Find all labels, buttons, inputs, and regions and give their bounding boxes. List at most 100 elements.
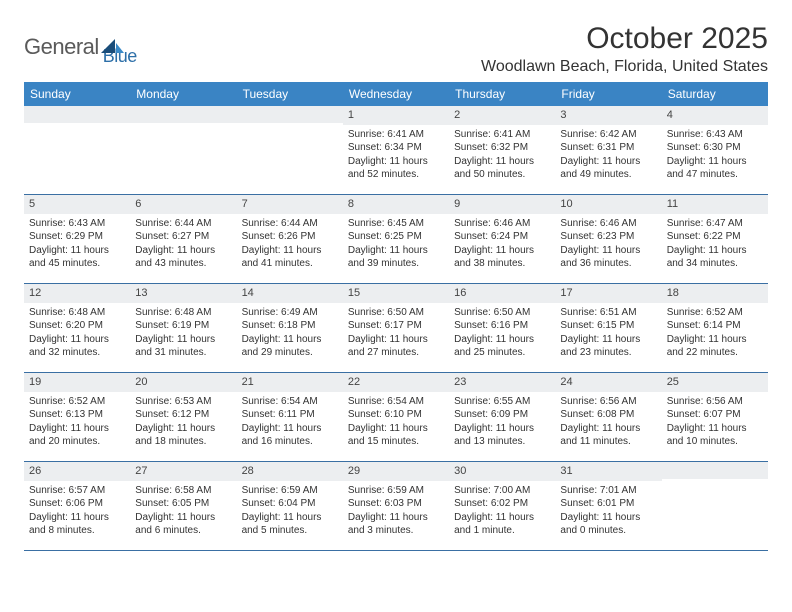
day-cell: 18Sunrise: 6:52 AMSunset: 6:14 PMDayligh… (662, 284, 768, 372)
day-line: Sunset: 6:27 PM (135, 230, 231, 244)
logo-text-general: General (24, 34, 99, 60)
day-number: 12 (24, 284, 130, 303)
day-cell: 13Sunrise: 6:48 AMSunset: 6:19 PMDayligh… (130, 284, 236, 372)
day-cell: 15Sunrise: 6:50 AMSunset: 6:17 PMDayligh… (343, 284, 449, 372)
day-cell: 3Sunrise: 6:42 AMSunset: 6:31 PMDaylight… (555, 106, 661, 194)
week-row: 12Sunrise: 6:48 AMSunset: 6:20 PMDayligh… (24, 284, 768, 373)
day-body: Sunrise: 6:46 AMSunset: 6:23 PMDaylight:… (555, 214, 661, 275)
day-body: Sunrise: 6:43 AMSunset: 6:30 PMDaylight:… (662, 125, 768, 186)
day-cell: 27Sunrise: 6:58 AMSunset: 6:05 PMDayligh… (130, 462, 236, 550)
day-line: Sunset: 6:01 PM (560, 497, 656, 511)
day-line: Sunset: 6:15 PM (560, 319, 656, 333)
day-line: Sunrise: 6:47 AM (667, 217, 763, 231)
day-line: Sunrise: 6:46 AM (560, 217, 656, 231)
day-line: Sunset: 6:32 PM (454, 141, 550, 155)
day-line: Sunrise: 6:55 AM (454, 395, 550, 409)
day-line: Daylight: 11 hours (348, 155, 444, 169)
day-line: Daylight: 11 hours (242, 511, 338, 525)
day-line: Sunrise: 6:59 AM (348, 484, 444, 498)
day-line: Sunrise: 6:50 AM (454, 306, 550, 320)
day-number (237, 106, 343, 123)
day-line: Daylight: 11 hours (348, 511, 444, 525)
day-line: Sunrise: 6:41 AM (454, 128, 550, 142)
day-line: Sunrise: 6:53 AM (135, 395, 231, 409)
day-line: Daylight: 11 hours (242, 333, 338, 347)
day-line: and 29 minutes. (242, 346, 338, 360)
day-line: and 16 minutes. (242, 435, 338, 449)
day-number: 10 (555, 195, 661, 214)
day-line: Sunrise: 6:48 AM (29, 306, 125, 320)
day-line: Daylight: 11 hours (29, 333, 125, 347)
day-line: and 52 minutes. (348, 168, 444, 182)
day-line: Daylight: 11 hours (135, 511, 231, 525)
day-line: Daylight: 11 hours (29, 511, 125, 525)
day-line: Daylight: 11 hours (242, 244, 338, 258)
day-line: Sunrise: 6:45 AM (348, 217, 444, 231)
day-cell: 5Sunrise: 6:43 AMSunset: 6:29 PMDaylight… (24, 195, 130, 283)
day-cell: 22Sunrise: 6:54 AMSunset: 6:10 PMDayligh… (343, 373, 449, 461)
day-body: Sunrise: 6:58 AMSunset: 6:05 PMDaylight:… (130, 481, 236, 542)
day-body: Sunrise: 6:49 AMSunset: 6:18 PMDaylight:… (237, 303, 343, 364)
day-number: 6 (130, 195, 236, 214)
day-line: Sunset: 6:12 PM (135, 408, 231, 422)
day-number: 7 (237, 195, 343, 214)
day-line: Sunrise: 6:44 AM (135, 217, 231, 231)
day-body: Sunrise: 6:41 AMSunset: 6:32 PMDaylight:… (449, 125, 555, 186)
day-line: Daylight: 11 hours (454, 155, 550, 169)
day-body: Sunrise: 6:48 AMSunset: 6:20 PMDaylight:… (24, 303, 130, 364)
day-line: Daylight: 11 hours (454, 333, 550, 347)
day-line: Daylight: 11 hours (242, 422, 338, 436)
day-line: and 1 minute. (454, 524, 550, 538)
day-cell: 30Sunrise: 7:00 AMSunset: 6:02 PMDayligh… (449, 462, 555, 550)
day-line: Daylight: 11 hours (560, 511, 656, 525)
title-block: October 2025 Woodlawn Beach, Florida, Un… (481, 22, 768, 76)
day-cell: 17Sunrise: 6:51 AMSunset: 6:15 PMDayligh… (555, 284, 661, 372)
day-cell: 1Sunrise: 6:41 AMSunset: 6:34 PMDaylight… (343, 106, 449, 194)
day-line: Sunset: 6:29 PM (29, 230, 125, 244)
day-number: 14 (237, 284, 343, 303)
day-body: Sunrise: 6:56 AMSunset: 6:07 PMDaylight:… (662, 392, 768, 453)
day-cell: 21Sunrise: 6:54 AMSunset: 6:11 PMDayligh… (237, 373, 343, 461)
day-number: 18 (662, 284, 768, 303)
day-line: Sunset: 6:16 PM (454, 319, 550, 333)
day-body: Sunrise: 6:56 AMSunset: 6:08 PMDaylight:… (555, 392, 661, 453)
day-line: and 23 minutes. (560, 346, 656, 360)
day-line: Daylight: 11 hours (667, 333, 763, 347)
day-number: 19 (24, 373, 130, 392)
day-number: 31 (555, 462, 661, 481)
day-line: Sunrise: 6:58 AM (135, 484, 231, 498)
day-body: Sunrise: 6:55 AMSunset: 6:09 PMDaylight:… (449, 392, 555, 453)
day-line: Sunrise: 6:50 AM (348, 306, 444, 320)
day-line: and 47 minutes. (667, 168, 763, 182)
calendar-page: General Blue October 2025 Woodlawn Beach… (0, 0, 792, 551)
day-line: Daylight: 11 hours (348, 244, 444, 258)
day-line: Sunrise: 6:42 AM (560, 128, 656, 142)
day-line: and 0 minutes. (560, 524, 656, 538)
day-line: Sunset: 6:07 PM (667, 408, 763, 422)
day-body: Sunrise: 6:48 AMSunset: 6:19 PMDaylight:… (130, 303, 236, 364)
day-line: Sunset: 6:18 PM (242, 319, 338, 333)
day-line: Sunset: 6:13 PM (29, 408, 125, 422)
day-line: and 22 minutes. (667, 346, 763, 360)
day-number: 30 (449, 462, 555, 481)
day-line: Daylight: 11 hours (135, 333, 231, 347)
day-line: Daylight: 11 hours (667, 244, 763, 258)
day-line: Sunset: 6:20 PM (29, 319, 125, 333)
day-number: 11 (662, 195, 768, 214)
weeks-container: 1Sunrise: 6:41 AMSunset: 6:34 PMDaylight… (24, 106, 768, 551)
day-line: and 31 minutes. (135, 346, 231, 360)
day-number (24, 106, 130, 123)
day-line: and 11 minutes. (560, 435, 656, 449)
header: General Blue October 2025 Woodlawn Beach… (24, 22, 768, 76)
day-body: Sunrise: 6:43 AMSunset: 6:29 PMDaylight:… (24, 214, 130, 275)
day-number: 24 (555, 373, 661, 392)
day-line: Sunset: 6:19 PM (135, 319, 231, 333)
day-cell: 6Sunrise: 6:44 AMSunset: 6:27 PMDaylight… (130, 195, 236, 283)
day-line: Sunrise: 6:46 AM (454, 217, 550, 231)
day-line: Sunrise: 6:54 AM (348, 395, 444, 409)
day-body: Sunrise: 7:01 AMSunset: 6:01 PMDaylight:… (555, 481, 661, 542)
day-number: 17 (555, 284, 661, 303)
day-line: Sunrise: 6:51 AM (560, 306, 656, 320)
day-number: 4 (662, 106, 768, 125)
day-line: Sunset: 6:23 PM (560, 230, 656, 244)
